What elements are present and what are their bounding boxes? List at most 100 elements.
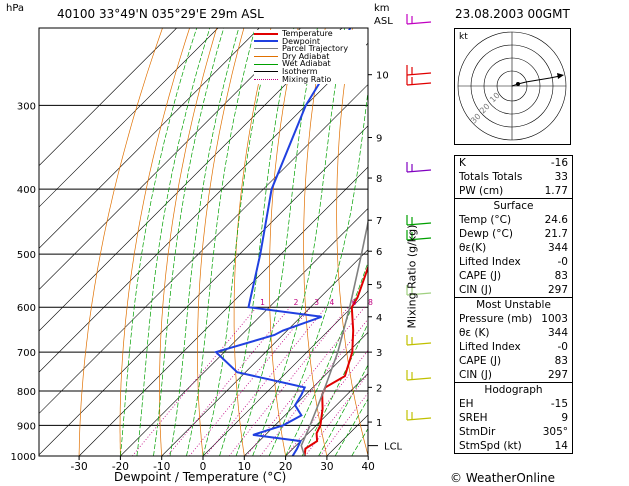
isotherm <box>39 28 219 208</box>
index-label: CIN (J) <box>459 284 492 296</box>
pressure-tick-label: 1000 <box>11 452 36 463</box>
index-row: K -16 <box>455 156 572 170</box>
isotherm <box>285 373 368 456</box>
pressure-tick-label: 900 <box>17 421 36 432</box>
dry-adiabat <box>159 28 218 456</box>
pressure-tick-label: 700 <box>17 348 36 359</box>
copyright: © WeatherOnline <box>450 471 556 485</box>
hpa-label: hPa <box>6 3 25 14</box>
dry-adiabat <box>569 28 629 456</box>
index-row: θε(K) 344 <box>455 241 572 255</box>
dry-adiabat <box>233 28 272 456</box>
mixing-ratio-label: 3 <box>314 298 319 307</box>
km-tick-label: 3 <box>376 348 382 359</box>
index-label: CIN (J) <box>459 369 492 381</box>
x-tick-label: -10 <box>153 461 170 473</box>
index-row: θε (K) 344 <box>455 326 572 340</box>
km-tick-label: 5 <box>376 281 382 292</box>
isotherm <box>78 166 368 456</box>
index-value: 1003 <box>541 313 568 325</box>
index-row: SREH 9 <box>455 411 572 425</box>
wet-adiabat <box>301 322 368 456</box>
isotherm <box>161 249 368 456</box>
dry-adiabat <box>624 28 629 456</box>
legend-swatch <box>254 32 278 35</box>
legend-item: Parcel Trajectory <box>254 45 366 53</box>
index-value: 344 <box>547 242 568 254</box>
pressure-tick-label: 500 <box>17 250 36 261</box>
index-row: CAPE (J) 83 <box>455 269 572 283</box>
index-label: Lifted Index <box>459 256 521 268</box>
wind-barb <box>406 72 432 76</box>
hodograph-unit-label: kt <box>459 32 468 42</box>
hodograph-storm-marker <box>516 82 520 86</box>
hodograph: kt 10 20 30 <box>454 28 571 145</box>
parcel-trajectory-line <box>300 218 368 456</box>
isotherm <box>39 84 368 414</box>
wet-adiabat <box>235 28 318 456</box>
station-info: 40100 33°49'N 035°29'E 29m ASL <box>57 7 264 21</box>
x-tick-label: 40 <box>362 461 375 473</box>
dry-adiabat <box>369 28 410 456</box>
index-row: CIN (J) 297 <box>455 368 572 382</box>
dry-adiabat <box>78 28 163 456</box>
index-value: -15 <box>550 398 568 410</box>
index-value: 24.6 <box>544 214 568 226</box>
index-label: Lifted Index <box>459 341 521 353</box>
wet-adiabat <box>285 261 368 456</box>
dry-adiabat <box>119 28 190 456</box>
index-label: Temp (°C) <box>459 214 512 226</box>
isotherm <box>202 290 368 456</box>
dry-adiabat <box>269 28 299 456</box>
mixing-ratio-label: 1 <box>260 298 265 307</box>
isotherm <box>244 331 368 456</box>
index-label: CAPE (J) <box>459 355 502 367</box>
wind-barb <box>406 222 432 226</box>
x-tick-label: -20 <box>112 461 129 473</box>
index-row: CAPE (J) 83 <box>455 354 572 368</box>
isotherm <box>39 28 301 291</box>
legend-swatch <box>254 71 278 73</box>
index-value: 1.77 <box>544 185 568 197</box>
index-label: Pressure (mb) <box>459 313 533 325</box>
index-label: PW (cm) <box>459 185 504 197</box>
km-tick-label: 10 <box>376 71 389 82</box>
dry-adiabat <box>197 28 245 456</box>
index-value: -0 <box>557 256 568 268</box>
index-label: StmSpd (kt) <box>459 440 522 452</box>
km-tick-label: 2 <box>376 383 382 394</box>
pressure-tick-label: 300 <box>17 101 36 112</box>
index-row: StmDir 305° <box>455 425 572 439</box>
legend-item: Dry Adiabat <box>254 52 366 61</box>
legend-label: Wet Adiabat <box>282 59 331 69</box>
wind-barb <box>406 237 432 241</box>
index-row: Temp (°C) 24.6 <box>455 213 572 227</box>
wet-adiabat <box>252 28 346 456</box>
wind-barb <box>406 169 432 173</box>
wet-adiabat <box>136 28 211 456</box>
pressure-tick-label: 800 <box>17 387 36 398</box>
index-value: 9 <box>561 412 568 424</box>
km-label: km <box>374 3 390 14</box>
isotherm <box>39 28 343 332</box>
pressure-tick-label: 400 <box>17 185 36 196</box>
mixing-ratio-line <box>304 373 368 456</box>
legend-label: Dewpoint <box>282 36 321 46</box>
legend-swatch <box>254 63 278 65</box>
legend-label: Temperature <box>282 29 333 38</box>
index-value: 297 <box>547 284 568 296</box>
legend-swatch <box>254 56 278 58</box>
index-value: 14 <box>554 440 568 452</box>
index-row: Totals Totals 33 <box>455 170 572 184</box>
isotherm <box>39 42 368 373</box>
temperature-line <box>303 264 368 456</box>
isotherm <box>39 28 260 249</box>
index-value: 83 <box>554 270 568 282</box>
wet-adiabat <box>186 28 256 456</box>
indices-panel: K -16 Totals Totals 33 PW (cm) 1.77 Surface T… <box>454 155 573 454</box>
index-value: 344 <box>547 327 568 339</box>
mixing-ratio-line <box>167 306 291 456</box>
index-value: -16 <box>550 157 568 169</box>
isotherm <box>120 207 368 456</box>
x-tick-label: 30 <box>320 461 333 473</box>
